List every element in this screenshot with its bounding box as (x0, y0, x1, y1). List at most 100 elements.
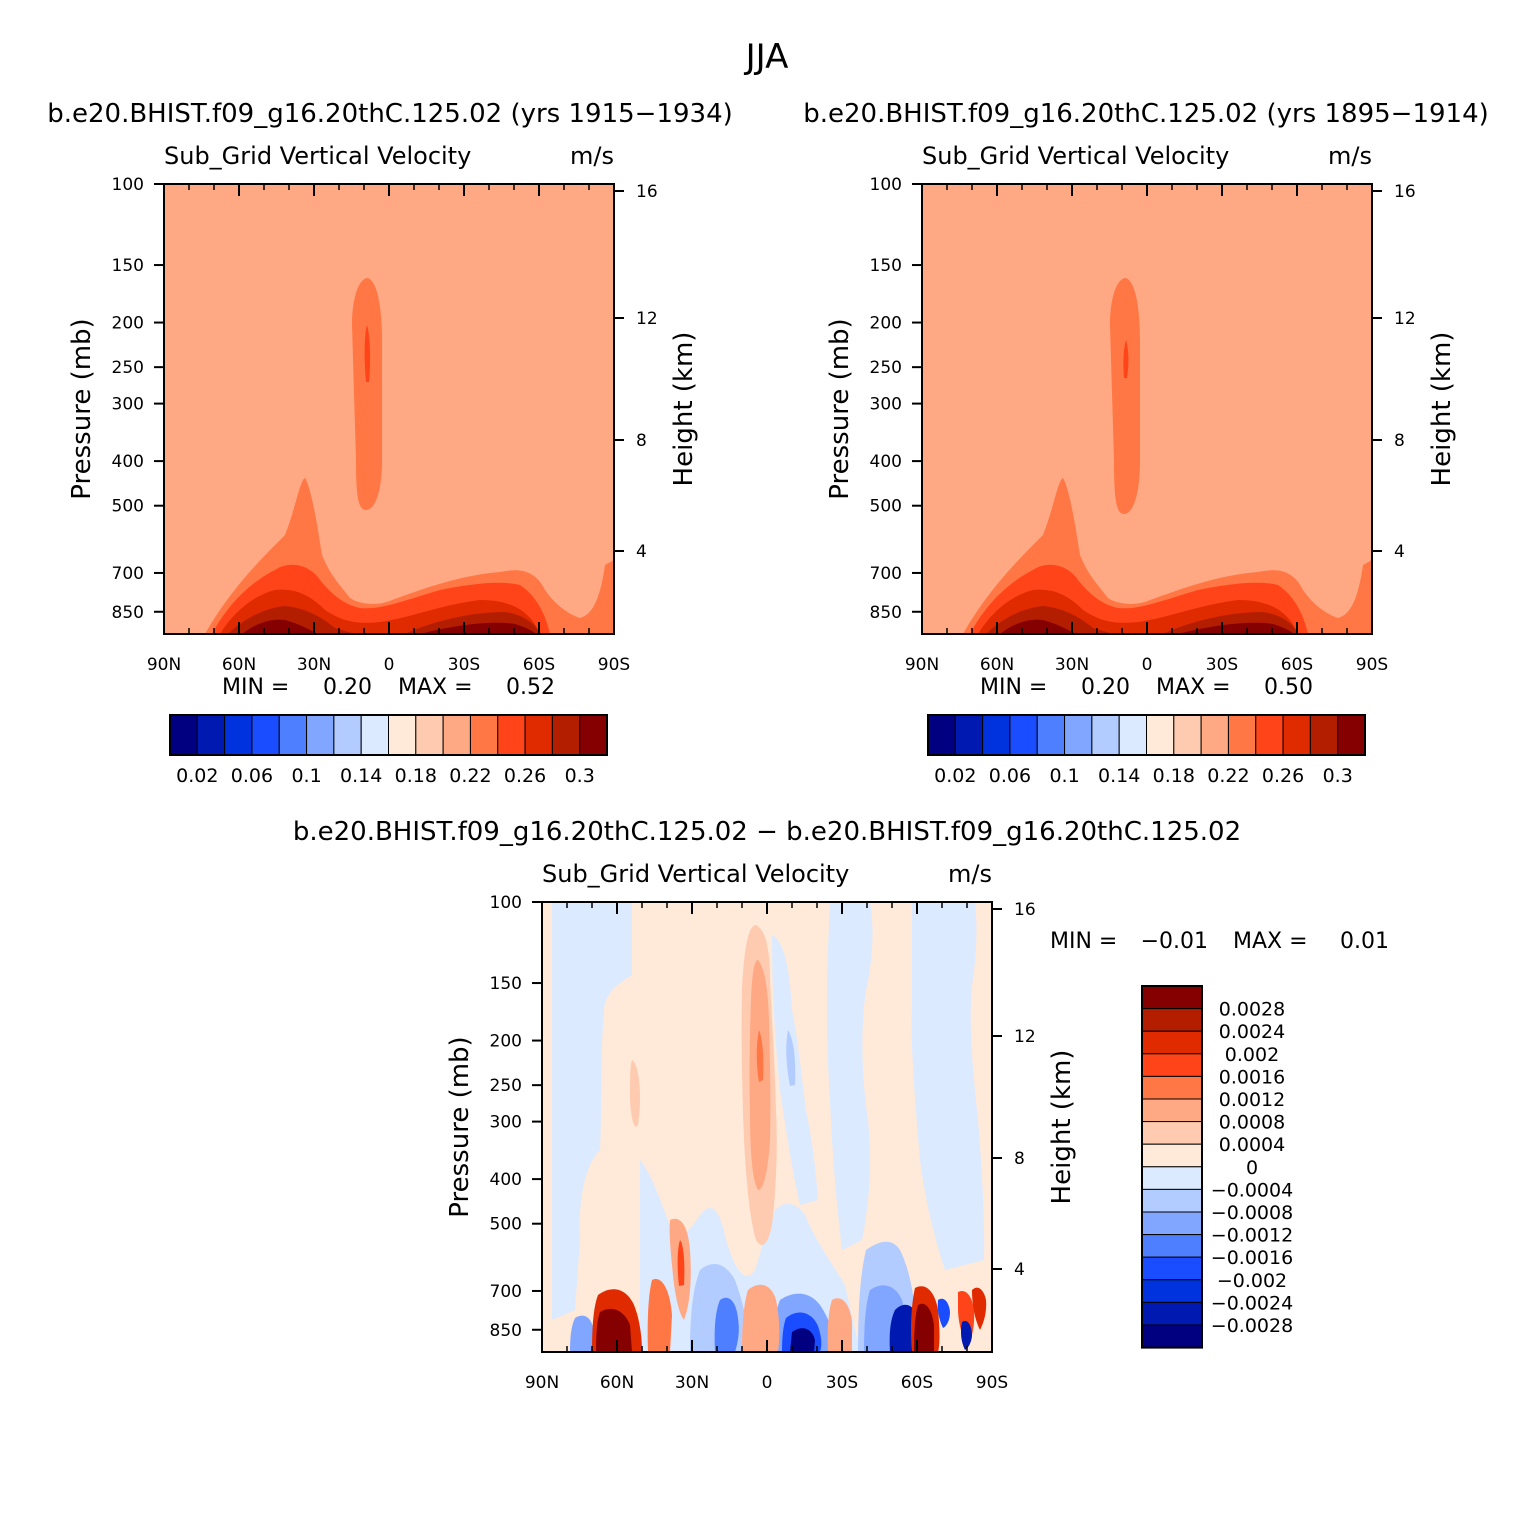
colorbar-box (1337, 714, 1366, 756)
colorbar-box (442, 714, 471, 756)
y-tick-label: 300 (870, 395, 902, 415)
colorbar-box (1064, 714, 1093, 756)
right-tick-label: 8 (636, 431, 647, 451)
colorbar-label: −0.0004 (1211, 1179, 1293, 1201)
panel-3-colorbar: 0.00280.00240.0020.00160.00120.00080.000… (1141, 985, 1293, 1349)
colorbar-label: 0.3 (1323, 765, 1353, 787)
panel-1-upper-jet-core (364, 325, 371, 382)
colorbar-box (1227, 714, 1257, 756)
x-tick-label: 60S (1281, 655, 1313, 675)
colorbar-label: 0.22 (1207, 765, 1249, 787)
colorbar-label: −0.0024 (1211, 1292, 1293, 1314)
x-tick-label: 30S (826, 1373, 858, 1393)
right-tick-label: 16 (1394, 182, 1416, 202)
panel-3-neg-region-sp-a (937, 1298, 950, 1328)
colorbar-box (333, 714, 362, 756)
panel-3-neg-contour-nh-low (570, 1315, 594, 1352)
colorbar-box (306, 714, 335, 756)
panel-2-max-value: 0.50 (1264, 675, 1313, 700)
colorbar-box (1255, 714, 1284, 756)
panel-3-max-label: MAX = (1233, 929, 1308, 954)
panel-3-pos-region-0-low (742, 1284, 780, 1352)
y-tick-label: 700 (870, 564, 902, 584)
colorbar-box (1141, 1166, 1203, 1190)
panel-2: b.e20.BHIST.f09_g16.20thC.125.02 (yrs 18… (803, 99, 1489, 787)
x-tick-label: 90S (976, 1373, 1008, 1393)
colorbar-box (1146, 714, 1175, 756)
colorbar-label: −0.0016 (1211, 1247, 1293, 1269)
panel-2-variable: Sub_Grid Vertical Velocity (922, 142, 1229, 170)
colorbar-label: 0.26 (504, 765, 546, 787)
right-tick-label: 12 (636, 309, 658, 329)
y-tick-label: 100 (112, 175, 144, 195)
y-tick-label: 300 (490, 1113, 522, 1133)
panel-1-variable: Sub_Grid Vertical Velocity (164, 142, 471, 170)
x-tick-label: 30N (675, 1373, 709, 1393)
colorbar-box (551, 714, 581, 756)
colorbar-box (1091, 714, 1120, 756)
panel-3-neg-region-sh-column (827, 902, 873, 1250)
x-tick-label: 0 (1142, 655, 1153, 675)
colorbar-frame (1141, 985, 1203, 1349)
y-tick-label: 850 (870, 603, 902, 623)
x-tick-label: 60S (523, 655, 555, 675)
panel-3-pos-region-45n (647, 1279, 672, 1352)
colorbar-label: 0.02 (176, 765, 218, 787)
colorbar-label: 0.18 (1153, 765, 1195, 787)
panel-3-neg-contour-sh-low-c (790, 1328, 815, 1352)
panel-3-case-title: b.e20.BHIST.f09_g16.20thC.125.02 − b.e20… (293, 817, 1241, 847)
panel-1: b.e20.BHIST.f09_g16.20thC.125.02 (yrs 19… (47, 99, 733, 787)
right-tick-label: 12 (1014, 1027, 1036, 1047)
panel-3-pos-region-sp-b (972, 1287, 987, 1330)
panel-3-min-value: −0.01 (1141, 929, 1208, 954)
panel-1-min-label: MIN = (222, 675, 289, 700)
colorbar-box (469, 714, 499, 756)
panel-1-min-value: 0.20 (323, 675, 372, 700)
colorbar-label: −0.002 (1217, 1270, 1287, 1292)
y-tick-label: 500 (490, 1215, 522, 1235)
colorbar-label: 0.3 (565, 765, 595, 787)
y-tick-label: 400 (870, 452, 902, 472)
x-tick-label: 30N (1055, 655, 1089, 675)
right-tick-label: 8 (1394, 431, 1405, 451)
y-tick-label: 850 (112, 603, 144, 623)
colorbar-label: 0.14 (340, 765, 382, 787)
colorbar-label: 0.26 (1262, 765, 1304, 787)
y-tick-label: 150 (112, 256, 144, 276)
y-tick-label: 200 (112, 314, 144, 334)
colorbar-label: 0.002 (1225, 1044, 1279, 1066)
colorbar-box (388, 714, 417, 756)
panel-2-ylabel-right: Height (km) (1427, 332, 1457, 487)
colorbar-label: 0.22 (449, 765, 491, 787)
colorbar-label: 0.1 (291, 765, 321, 787)
colorbar-box (1200, 714, 1229, 756)
panel-3-neg-region-nh-polar (552, 902, 632, 1320)
colorbar-box (1141, 1188, 1203, 1213)
colorbar-box (1141, 1143, 1203, 1168)
right-tick-label: 8 (1014, 1149, 1025, 1169)
panel-1-lower-contour-max (242, 619, 536, 634)
right-tick-label: 12 (1394, 309, 1416, 329)
y-tick-label: 100 (490, 893, 522, 913)
panel-1-units: m/s (570, 142, 614, 170)
y-tick-label: 500 (112, 497, 144, 517)
panel-1-upper-jet-contour (352, 278, 382, 510)
y-tick-label: 400 (112, 452, 144, 472)
panel-3-ylabel-right: Height (km) (1047, 1050, 1077, 1205)
colorbar-label: −0.0012 (1211, 1225, 1293, 1247)
y-tick-label: 200 (490, 1032, 522, 1052)
panel-3-neg-contour-0004-a (786, 1030, 796, 1086)
colorbar-box (251, 714, 280, 756)
x-tick-label: 90N (147, 655, 181, 675)
colorbar-box (1141, 1256, 1203, 1281)
y-tick-label: 700 (490, 1282, 522, 1302)
colorbar-box (1118, 714, 1147, 756)
colorbar-box (1141, 1324, 1203, 1349)
y-tick-label: 200 (870, 314, 902, 334)
colorbar-label: 0.06 (231, 765, 273, 787)
colorbar-box (1141, 1075, 1203, 1100)
x-tick-label: 60N (600, 1373, 634, 1393)
panel-3-neg-contour-0012 (714, 1297, 739, 1352)
y-tick-label: 100 (870, 175, 902, 195)
y-tick-label: 700 (112, 564, 144, 584)
